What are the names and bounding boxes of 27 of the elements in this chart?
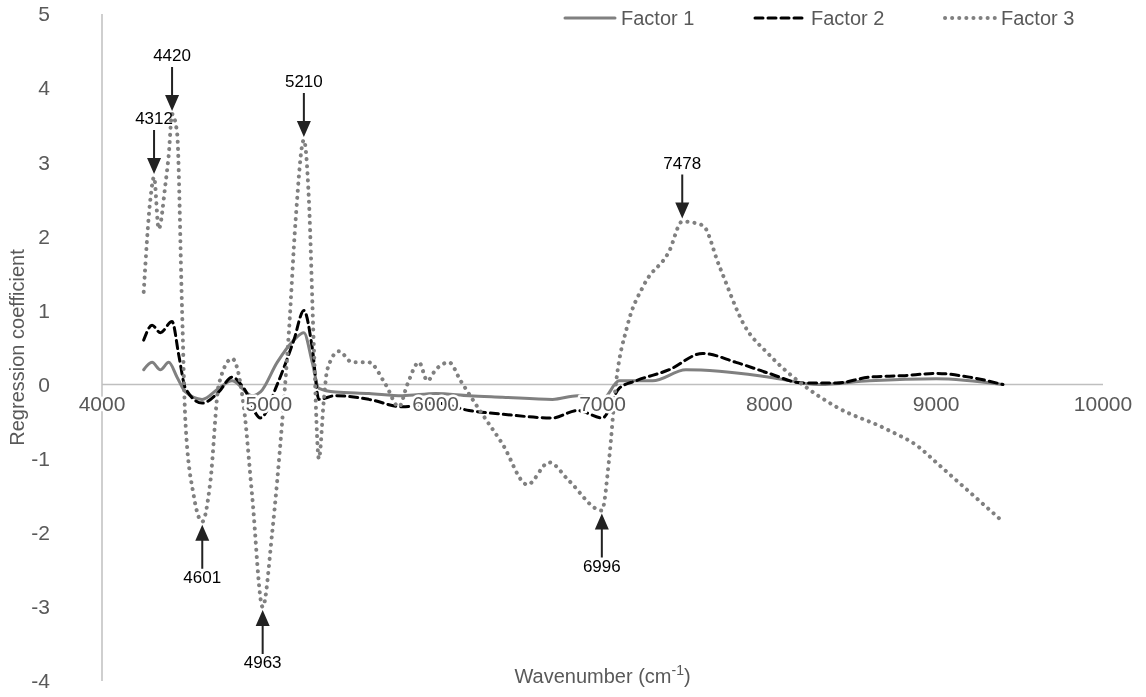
legend-label: Factor 1 — [621, 7, 695, 29]
legend-label: Factor 2 — [811, 7, 885, 29]
line-series — [142, 308, 1005, 420]
y-tick-label: -3 — [31, 595, 50, 619]
y-tick-label: 5 — [38, 2, 50, 26]
y-tick-label: 1 — [38, 298, 50, 322]
annotation: 4420 — [153, 46, 191, 66]
x-axis-title: Wavenumber (cm$^{-1}$) — [514, 662, 691, 687]
x-tick-label: 8000 — [745, 391, 793, 415]
y-tick-label: 3 — [38, 150, 50, 174]
annotation: 4601 — [183, 567, 222, 587]
x-tick-label: 10000 — [1073, 391, 1133, 415]
annotation: 6996 — [582, 556, 621, 576]
x-tick-label: 9000 — [912, 391, 960, 415]
annotation: 5210 — [284, 71, 323, 91]
y-tick-label: 0 — [38, 372, 50, 396]
y-tick-label: 4 — [38, 76, 51, 100]
y-axis-title: Regression coefficient — [6, 248, 28, 446]
legend-label: Factor 3 — [1001, 7, 1075, 29]
annotation: 4312 — [135, 109, 173, 129]
annotation: 7478 — [663, 153, 702, 173]
y-tick-label: -4 — [31, 669, 51, 693]
annotation: 4963 — [243, 652, 282, 672]
x-tick-label: 4000 — [78, 391, 126, 415]
y-tick-label: -1 — [31, 447, 50, 471]
y-tick-label: 2 — [38, 224, 50, 248]
y-tick-label: -2 — [31, 521, 50, 545]
